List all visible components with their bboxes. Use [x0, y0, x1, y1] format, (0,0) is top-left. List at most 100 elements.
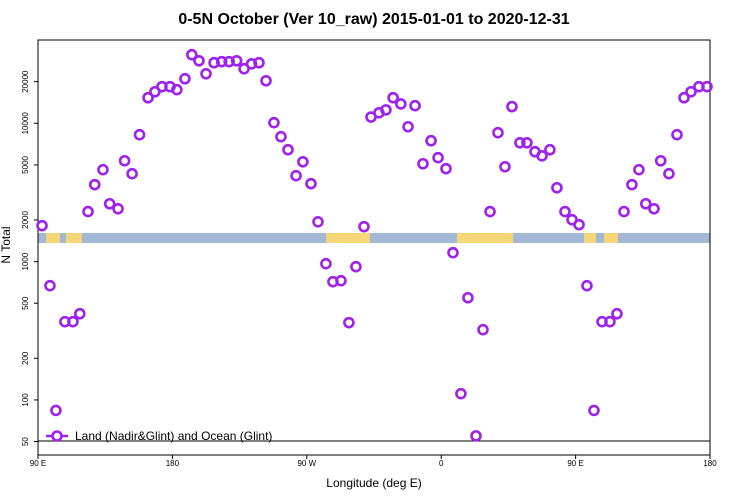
- chart-title: 0-5N October (Ver 10_raw) 2015-01-01 to …: [178, 11, 569, 28]
- data-point: [305, 177, 317, 190]
- data-point: [425, 134, 437, 147]
- legend-marker: [51, 430, 63, 442]
- data-point: [268, 116, 280, 129]
- data-point: [44, 279, 56, 292]
- y-tick-label: 2000: [21, 211, 30, 229]
- data-point: [685, 85, 697, 98]
- data-point: [654, 154, 667, 167]
- data-point: [611, 307, 623, 320]
- y-tick-label: 1000: [21, 252, 30, 270]
- data-point: [559, 205, 571, 218]
- data-point: [536, 150, 548, 162]
- data-point: [290, 169, 302, 182]
- data-point: [230, 54, 243, 67]
- data-point: [82, 205, 94, 218]
- data-point: [112, 202, 124, 215]
- data-point: [126, 167, 138, 180]
- data-point: [663, 167, 675, 180]
- y-tick-label: 10000: [21, 112, 30, 135]
- y-axis-label: N Total: [0, 226, 13, 263]
- data-point: [74, 307, 86, 320]
- x-tick-label: 180: [166, 459, 180, 468]
- data-point: [462, 291, 474, 304]
- data-point: [440, 162, 452, 175]
- data-point: [521, 136, 533, 149]
- data-point: [200, 67, 212, 80]
- data-point: [417, 157, 429, 170]
- data-point: [50, 404, 62, 417]
- y-tick-label: 50: [21, 437, 30, 446]
- data-point: [282, 143, 294, 156]
- data-point: [186, 48, 198, 61]
- x-axis-label: Longitude (deg E): [326, 476, 421, 490]
- data-point: [320, 257, 332, 270]
- data-point: [409, 99, 421, 112]
- data-point: [380, 104, 392, 116]
- data-point: [648, 202, 660, 215]
- plot-frame: [37, 39, 711, 456]
- x-tick-label: 0: [439, 459, 444, 468]
- data-point: [477, 323, 489, 336]
- data-point: [671, 128, 683, 141]
- data-point: [387, 91, 399, 104]
- data-point: [402, 120, 414, 133]
- data-point: [36, 219, 48, 232]
- x-tick-label: 180: [703, 459, 717, 468]
- data-point: [88, 178, 101, 191]
- data-point: [447, 246, 459, 259]
- data-point: [343, 316, 355, 329]
- data-point: [639, 197, 652, 210]
- data-point: [395, 98, 407, 110]
- legend-label: Land (Nadir&Glint) and Ocean (Glint): [75, 429, 272, 443]
- y-tick-label: 20000: [21, 70, 30, 93]
- data-point: [260, 74, 272, 87]
- data-point: [253, 56, 265, 69]
- data-point: [492, 126, 504, 139]
- data-point: [171, 83, 183, 96]
- data-point: [118, 154, 131, 167]
- data-point: [432, 151, 444, 164]
- data-point: [312, 216, 324, 228]
- data-point: [701, 80, 713, 93]
- data-point: [133, 128, 146, 141]
- data-point: [506, 100, 518, 113]
- data-point: [633, 163, 645, 176]
- surface-strip: [38, 233, 710, 243]
- data-point: [678, 91, 690, 104]
- data-point: [97, 163, 109, 176]
- data-point: [275, 130, 287, 143]
- data-point: [179, 72, 191, 85]
- x-tick-label: 90 E: [567, 459, 583, 468]
- data-point: [103, 197, 116, 210]
- data-point: [358, 220, 370, 233]
- data-point: [573, 218, 585, 231]
- data-point: [588, 404, 600, 417]
- data-point: [297, 155, 309, 168]
- data-point: [618, 205, 630, 218]
- data-point: [245, 58, 258, 70]
- data-point: [335, 274, 347, 287]
- data-point: [604, 315, 616, 328]
- data-point: [470, 430, 482, 442]
- data-point: [67, 315, 79, 328]
- data-point: [455, 387, 467, 400]
- data-point: [581, 279, 593, 292]
- data-point: [223, 55, 235, 68]
- data-point: [350, 260, 362, 273]
- y-tick-label: 500: [21, 296, 30, 310]
- data-point: [551, 181, 563, 194]
- data-point: [544, 143, 556, 156]
- y-tick-label: 100: [21, 393, 30, 407]
- data-point: [215, 55, 228, 68]
- x-tick-label: 90 E: [30, 459, 46, 468]
- data-point: [193, 54, 205, 67]
- y-tick-label: 200: [21, 351, 30, 365]
- data-point: [514, 136, 526, 149]
- data-point: [142, 91, 154, 104]
- x-tick-label: 90 W: [297, 459, 316, 468]
- data-point: [626, 178, 638, 191]
- y-tick-label: 5000: [21, 155, 30, 173]
- data-point: [484, 205, 496, 218]
- data-point: [499, 160, 511, 173]
